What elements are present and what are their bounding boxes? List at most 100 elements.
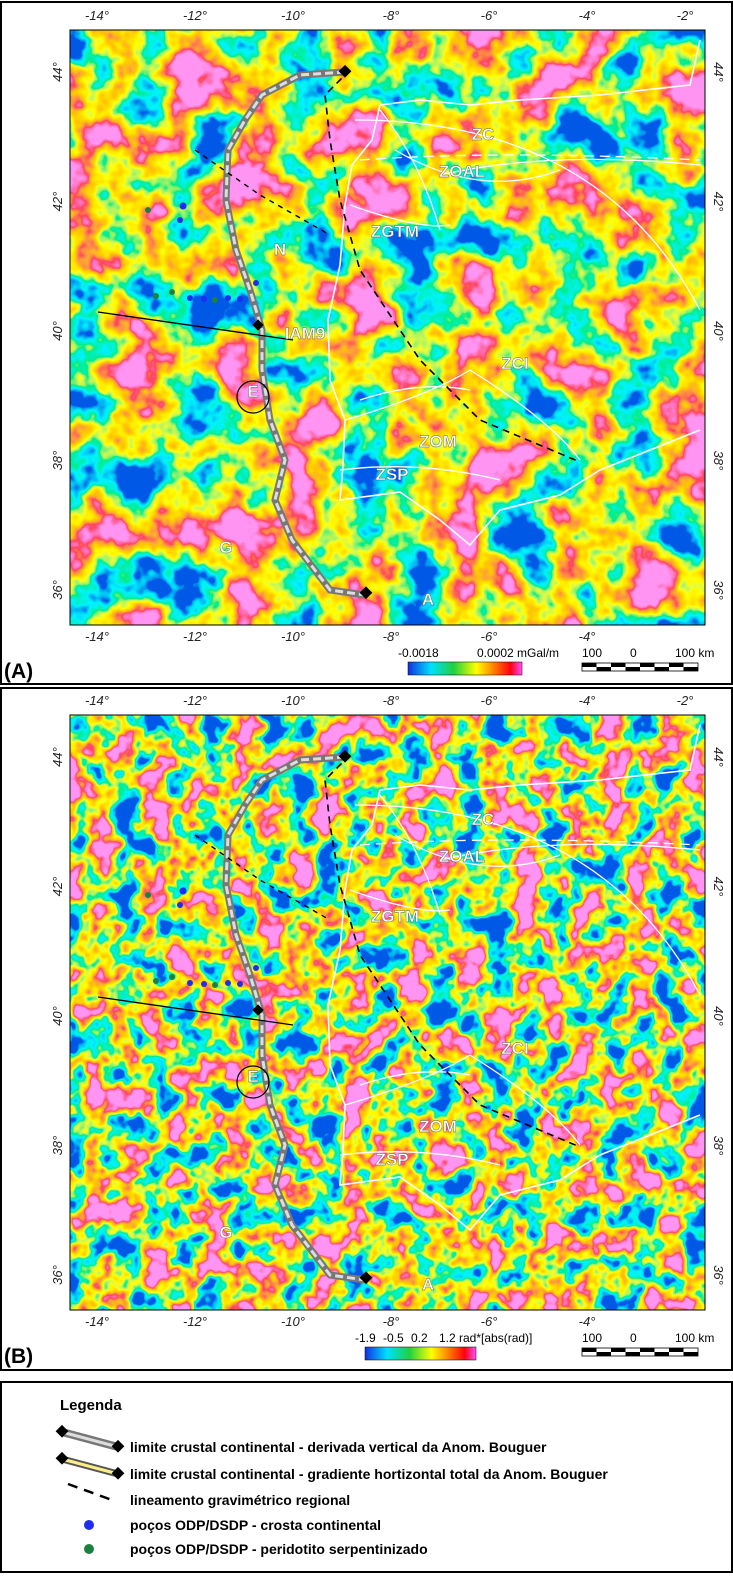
legend-item: limite crustal continental - gradiente h… bbox=[130, 1466, 608, 1482]
colorbar bbox=[407, 661, 523, 676]
right-tick-label: 42° bbox=[711, 877, 726, 897]
map-annotation: N bbox=[274, 240, 286, 259]
top-tick-label: -2° bbox=[677, 8, 694, 23]
map-annotation: E bbox=[247, 1067, 258, 1086]
left-tick-label: 38° bbox=[50, 1136, 65, 1156]
bottom-tick-label: -14° bbox=[85, 629, 109, 644]
legend-item: poços ODP/DSDP - crosta continental bbox=[130, 1517, 381, 1533]
scale-bar-segment bbox=[611, 1348, 626, 1352]
top-tick-label: -6° bbox=[481, 693, 498, 708]
map-annotation: IAM9 bbox=[285, 324, 326, 343]
scale-bar-segment bbox=[654, 1352, 669, 1356]
top-tick-label: -10° bbox=[281, 693, 305, 708]
bottom-tick-label: -12° bbox=[183, 1314, 207, 1329]
colorbar-label: 1.2 rad*[abs(rad)] bbox=[439, 1331, 532, 1345]
panel-label: (A) bbox=[4, 660, 33, 683]
right-tick-label: 44° bbox=[711, 747, 726, 767]
bottom-tick-label: -8° bbox=[383, 1314, 400, 1329]
left-tick-label: 36° bbox=[50, 580, 65, 600]
colorbar bbox=[364, 1346, 477, 1361]
legend-item: poços ODP/DSDP - peridotito serpentiniza… bbox=[130, 1541, 428, 1557]
map-annotation: ZGTM bbox=[371, 907, 419, 926]
top-tick-label: -2° bbox=[677, 693, 694, 708]
scale-bar-segment bbox=[596, 1352, 611, 1356]
top-tick-label: -14° bbox=[85, 693, 109, 708]
top-tick-label: -12° bbox=[183, 693, 207, 708]
legend-title: Legenda bbox=[60, 1397, 122, 1414]
bottom-tick-label: -10° bbox=[281, 1314, 305, 1329]
scale-bar-segment bbox=[683, 1352, 698, 1356]
bottom-tick-label: -6° bbox=[481, 1314, 498, 1329]
map-annotation: ZSP bbox=[375, 1150, 408, 1169]
left-tick-label: 42° bbox=[50, 877, 65, 897]
map-annotation: A bbox=[422, 590, 434, 609]
legend-icons bbox=[55, 1424, 125, 1554]
scale-label: 100 bbox=[582, 646, 602, 660]
top-tick-label: -8° bbox=[383, 693, 400, 708]
map-annotation: G bbox=[219, 538, 232, 557]
bottom-tick-label: -4° bbox=[579, 1314, 596, 1329]
right-tick-label: 42° bbox=[711, 192, 726, 212]
panel-b-border bbox=[69, 714, 706, 1311]
map-annotation: ZCI bbox=[501, 354, 528, 373]
scale-bar-segment bbox=[625, 1352, 640, 1356]
scale-bar-segment bbox=[669, 1348, 684, 1352]
panel-label: (B) bbox=[4, 1345, 33, 1368]
right-tick-label: 38° bbox=[711, 451, 726, 471]
colorbar-label: 0.0002 mGal/m bbox=[477, 646, 559, 660]
panel-b-map bbox=[70, 715, 705, 1310]
top-tick-label: -10° bbox=[281, 8, 305, 23]
legend-item: limite crustal continental - derivada ve… bbox=[130, 1439, 547, 1455]
bottom-tick-label: -14° bbox=[85, 1314, 109, 1329]
scale-bar-segment bbox=[654, 667, 669, 671]
left-tick-label: 36° bbox=[50, 1265, 65, 1285]
map-annotation: ZSP bbox=[375, 465, 408, 484]
scale-bar-segment bbox=[582, 1348, 597, 1352]
left-tick-label: 44° bbox=[50, 747, 65, 767]
map-annotation: ZGTM bbox=[371, 222, 419, 241]
scale-label: 100 km bbox=[675, 646, 714, 660]
map-annotation: E bbox=[247, 382, 258, 401]
top-tick-label: -8° bbox=[383, 8, 400, 23]
map-annotation: ZOAL bbox=[439, 847, 485, 866]
scale-label: 0 bbox=[630, 646, 637, 660]
map-annotation: ZCI bbox=[501, 1039, 528, 1058]
right-tick-label: 38° bbox=[711, 1136, 726, 1156]
scale-bar-segment bbox=[683, 667, 698, 671]
panel-a-map bbox=[70, 30, 705, 625]
map-annotation: A bbox=[422, 1275, 434, 1294]
right-tick-label: 40° bbox=[711, 1006, 726, 1026]
scale-bar-segment bbox=[640, 1348, 655, 1352]
map-annotation: ZC bbox=[472, 810, 495, 829]
left-tick-label: 38° bbox=[50, 451, 65, 471]
top-tick-label: -14° bbox=[85, 8, 109, 23]
top-tick-label: -4° bbox=[579, 8, 596, 23]
bottom-tick-label: -6° bbox=[481, 629, 498, 644]
colorbar-label: 0.2 bbox=[411, 1331, 428, 1345]
scale-bar-outline bbox=[581, 662, 699, 672]
right-tick-label: 36° bbox=[711, 1265, 726, 1285]
scale-bar-segment bbox=[669, 663, 684, 667]
right-tick-label: 40° bbox=[711, 321, 726, 341]
bottom-tick-label: -12° bbox=[183, 629, 207, 644]
colorbar-label: -1.9 bbox=[355, 1331, 376, 1345]
map-annotation: ZOM bbox=[419, 432, 457, 451]
scale-label: 0 bbox=[630, 1331, 637, 1345]
colorbar-label: -0.5 bbox=[383, 1331, 404, 1345]
top-tick-label: -4° bbox=[579, 693, 596, 708]
scale-bar-segment bbox=[625, 667, 640, 671]
colorbar-label: -0.0018 bbox=[398, 646, 439, 660]
legend-frame bbox=[0, 1381, 733, 1573]
map-annotation: ZOM bbox=[419, 1117, 457, 1136]
panel-a-border bbox=[69, 29, 706, 626]
right-tick-label: 44° bbox=[711, 62, 726, 82]
bottom-tick-label: -8° bbox=[383, 629, 400, 644]
bottom-tick-label: -4° bbox=[579, 629, 596, 644]
left-tick-label: 42° bbox=[50, 192, 65, 212]
map-annotation: ZC bbox=[472, 125, 495, 144]
scale-label: 100 km bbox=[675, 1331, 714, 1345]
scale-bar-segment bbox=[582, 663, 597, 667]
left-tick-label: 44° bbox=[50, 62, 65, 82]
